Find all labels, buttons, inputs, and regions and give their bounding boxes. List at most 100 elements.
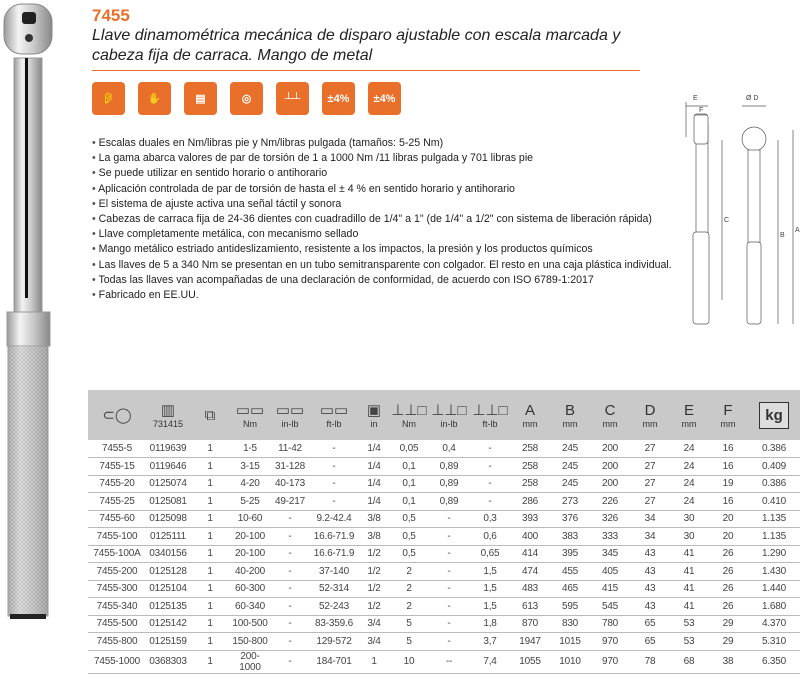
- weight-icon: kg: [759, 401, 789, 429]
- table-cell: 1: [207, 478, 213, 490]
- column-header: ▥ 731415: [146, 390, 190, 440]
- table-cell: 43: [644, 548, 656, 560]
- table-cell: 41: [683, 565, 695, 577]
- table-cell: 26: [722, 583, 734, 595]
- table-cell: 0368303: [149, 656, 187, 667]
- table-cell: 30: [683, 513, 695, 525]
- table-cell: 4.370: [761, 618, 787, 630]
- table-cell: 2: [406, 600, 412, 612]
- table-cell: 5: [406, 618, 412, 630]
- column-header-unit: Nm: [243, 419, 257, 429]
- table-cell: -: [288, 583, 292, 595]
- table-row: 7455-100A 0340156 1 20-100 - 16.6-71.9 1/2 0,5 -…: [88, 545, 800, 563]
- table-cell: 24: [683, 495, 695, 507]
- table-cell: 1.430: [761, 565, 787, 577]
- list-item: El sistema de ajuste activa una señal tá…: [92, 197, 672, 212]
- table-cell: -: [288, 513, 292, 525]
- table-row: 7455-60 0125098 1 10-60 - 9.2-42.4 3/8 0,5 - 0,3 3…: [88, 510, 800, 528]
- table-cell: 53: [683, 635, 695, 647]
- table-cell: 0340156: [149, 548, 187, 560]
- barcode-icon: ▥: [160, 402, 176, 419]
- dimension-label-f: F: [699, 107, 703, 114]
- table-cell: 65: [644, 618, 656, 630]
- table-cell: 1/2: [367, 565, 381, 577]
- table-cell: 1.135: [761, 530, 787, 542]
- table-cell: 0,89: [439, 460, 459, 472]
- table-cell: -: [332, 495, 336, 507]
- table-cell: 41: [683, 583, 695, 595]
- table-cell: 24: [683, 478, 695, 490]
- table-cell: 16: [722, 443, 734, 454]
- table-cell: 970: [601, 656, 619, 667]
- column-header-label: A: [524, 401, 535, 419]
- table-cell: 0.386: [761, 478, 787, 490]
- table-cell: 970: [601, 635, 619, 647]
- table-cell: 1: [207, 460, 213, 472]
- column-header-unit: mm: [562, 418, 578, 429]
- table-cell: 395: [561, 548, 579, 560]
- table-cell: 16.6-71.9: [313, 548, 355, 560]
- table-cell: 10: [403, 656, 415, 667]
- dimension-diagram: E F Ø D C B A: [685, 95, 800, 325]
- list-item: La gama abarca valores de par de torsión…: [92, 151, 672, 166]
- table-cell: 1/2: [367, 583, 381, 595]
- table-row: 7455-15 0119646 1 3-15 31-128 - 1/4 0,1 0,89 - 258…: [88, 458, 800, 475]
- list-item: Llave completamente metálica, con mecani…: [92, 227, 672, 242]
- scale-icon: ▭▭: [235, 402, 265, 419]
- table-cell: 16: [722, 460, 734, 472]
- column-header: ▭▭ Nm: [230, 390, 270, 440]
- table-cell: 455: [561, 565, 579, 577]
- list-item: Escalas duales en Nm/libras pie y Nm/lib…: [92, 136, 672, 151]
- table-cell: 0.386: [761, 443, 787, 454]
- table-cell: 245: [561, 443, 579, 454]
- table-cell: 60-300: [235, 583, 265, 595]
- table-cell: -: [488, 495, 492, 507]
- table-cell: 3-15: [240, 460, 260, 472]
- table-cell: 415: [601, 583, 619, 595]
- table-cell: 4-20: [240, 478, 260, 490]
- table-cell: 1: [207, 565, 213, 577]
- column-header-unit: ft-lb: [482, 419, 498, 429]
- table-cell: 52-243: [319, 600, 349, 612]
- table-cell: 286: [521, 495, 539, 507]
- square-drive-icon: ▣: [366, 402, 382, 419]
- table-cell: 0125142: [149, 618, 187, 630]
- table-cell: 0,89: [439, 495, 459, 507]
- table-cell: 1055: [519, 656, 541, 667]
- list-item: Las llaves de 5 a 340 Nm se presentan en…: [92, 258, 672, 273]
- table-cell: 200: [601, 460, 619, 472]
- dimension-label-d: Ø D: [746, 95, 758, 102]
- package-icon: ⧉: [204, 406, 216, 424]
- table-cell: 595: [561, 600, 579, 612]
- table-cell: 49-217: [275, 495, 305, 507]
- table-cell: -: [447, 565, 451, 577]
- table-cell: 41: [683, 600, 695, 612]
- table-cell: -: [332, 478, 336, 490]
- table-cell: 3/4: [367, 618, 381, 630]
- scale-icon: ▭▭: [275, 402, 305, 419]
- table-cell: 1/4: [367, 495, 381, 507]
- table-cell: 34: [644, 513, 656, 525]
- table-cell: 26: [722, 600, 734, 612]
- table-header-row: ⊂◯ ▥ 731415 ⧉ ▭▭ Nm ▭▭ in-lb ▭▭ ft-lb ▣ in ⊥⊥□ Nm ⊥⊥□ i…: [88, 390, 800, 440]
- table-cell: -: [447, 618, 451, 630]
- column-header: ▭▭ in-lb: [270, 390, 310, 440]
- table-cell: 41: [683, 548, 695, 560]
- table-cell: 1: [207, 495, 213, 507]
- table-cell: 545: [601, 600, 619, 612]
- table-cell: 258: [521, 478, 539, 490]
- table-cell: 830: [561, 618, 579, 630]
- table-cell: 226: [601, 495, 619, 507]
- table-cell: 31-128: [275, 460, 305, 472]
- table-cell: 0,1: [402, 495, 416, 507]
- table-cell: 7455-340: [96, 600, 138, 612]
- table-cell: 43: [644, 583, 656, 595]
- table-cell: 0119646: [149, 460, 187, 472]
- table-cell: 245: [561, 460, 579, 472]
- table-cell: 43: [644, 600, 656, 612]
- table-cell: 40-173: [275, 478, 305, 490]
- list-item: Se puede utilizar en sentido horario o a…: [92, 166, 672, 181]
- table-cell: 37-140: [319, 565, 349, 577]
